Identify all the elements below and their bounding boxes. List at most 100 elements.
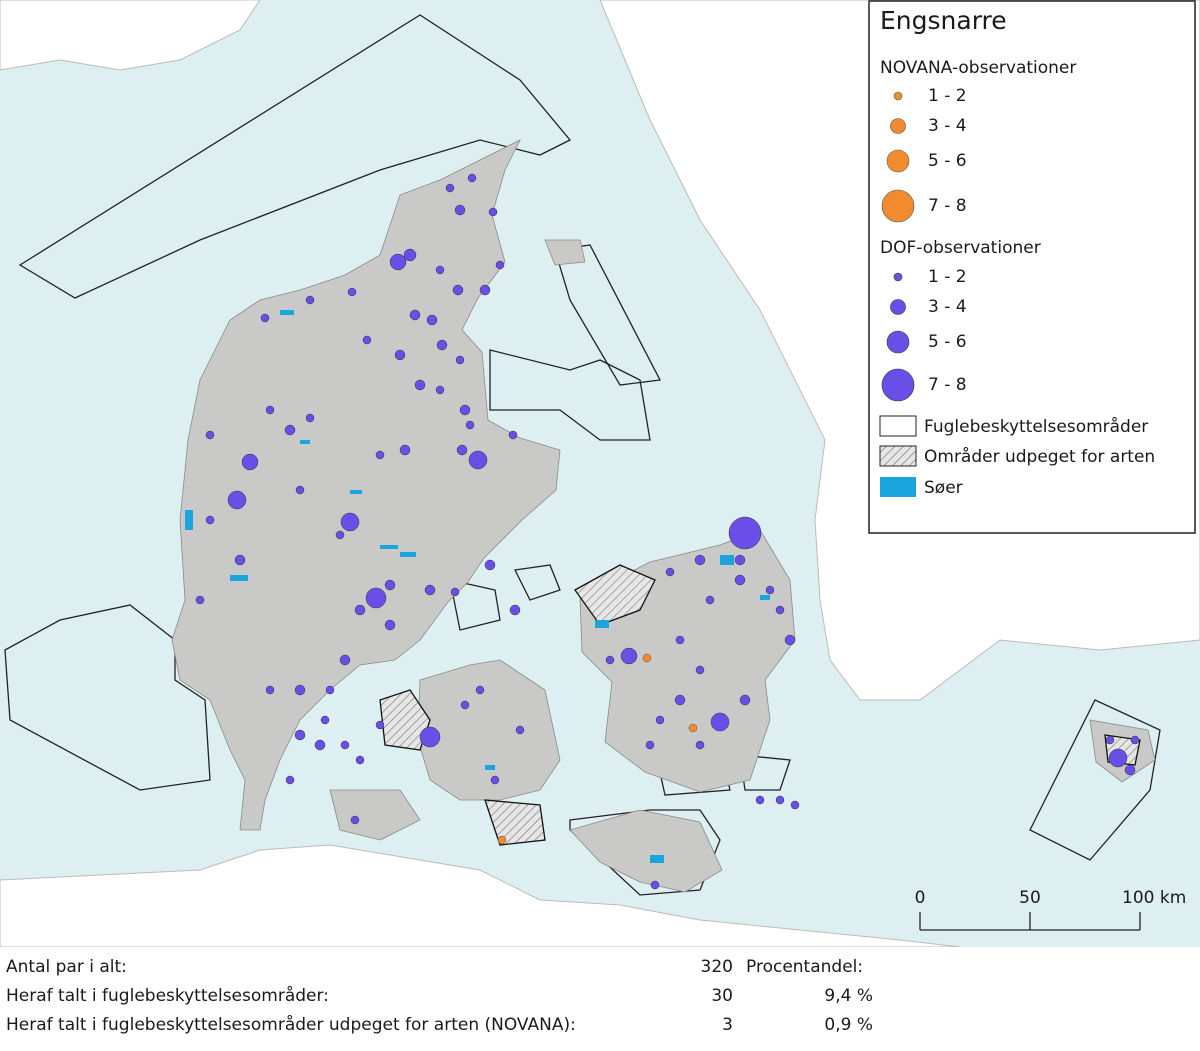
legend-label: 3 - 4 bbox=[928, 297, 967, 317]
observation-dof bbox=[734, 554, 746, 566]
legend-label: 7 - 8 bbox=[928, 375, 967, 395]
observation-dof bbox=[265, 685, 275, 695]
observation-dof bbox=[335, 530, 345, 540]
land-denmark bbox=[171, 139, 1156, 893]
observation-dof bbox=[665, 567, 675, 577]
observation-dof bbox=[436, 339, 448, 351]
scale-label: 0 bbox=[915, 888, 926, 908]
legend-symbol bbox=[881, 368, 915, 402]
summary-count: 3 bbox=[722, 1015, 733, 1035]
observation-dof bbox=[488, 207, 498, 217]
legend-box bbox=[868, 0, 1196, 534]
legend-label: 5 - 6 bbox=[928, 151, 967, 171]
observation-dof bbox=[340, 512, 360, 532]
observation-dof bbox=[728, 516, 762, 550]
legend-symbol bbox=[886, 330, 910, 354]
observation-dof bbox=[475, 685, 485, 695]
observation-dof bbox=[205, 430, 215, 440]
summary-label: Heraf talt i fuglebeskyttelsesområder ud… bbox=[6, 1014, 576, 1035]
observation-dof bbox=[354, 604, 366, 616]
scale-bar bbox=[919, 912, 1141, 931]
observation-dof bbox=[739, 694, 751, 706]
observation-dof bbox=[450, 587, 460, 597]
land-norway bbox=[0, 0, 261, 71]
legend-symbol bbox=[893, 272, 903, 282]
observation-dof bbox=[384, 579, 396, 591]
observation-dof bbox=[452, 284, 464, 296]
legend-label: 3 - 4 bbox=[928, 116, 967, 136]
observation-dof bbox=[403, 248, 417, 262]
legend-symbol bbox=[881, 189, 915, 223]
observation-dof bbox=[674, 694, 686, 706]
observation-dof bbox=[362, 335, 372, 345]
legend-heading: NOVANA-observationer bbox=[880, 58, 1076, 78]
observation-dof bbox=[655, 715, 665, 725]
observation-dof bbox=[195, 595, 205, 605]
observation-dof bbox=[375, 720, 385, 730]
legend-symbol bbox=[893, 91, 903, 101]
observation-dof bbox=[775, 795, 785, 805]
legend-symbol bbox=[886, 149, 910, 173]
observation-dof bbox=[285, 775, 295, 785]
observation-dof bbox=[419, 726, 441, 748]
observation-dof bbox=[515, 725, 525, 735]
observation-dof bbox=[414, 379, 426, 391]
observation-dof bbox=[495, 260, 505, 270]
observation-dof bbox=[1130, 735, 1140, 745]
observation-dof bbox=[227, 490, 247, 510]
observation-dof bbox=[775, 605, 785, 615]
observation-dof bbox=[620, 647, 638, 665]
observation-dof bbox=[409, 309, 421, 321]
summary-label: Antal par i alt: bbox=[6, 957, 127, 977]
observation-dof bbox=[325, 685, 335, 695]
observation-dof bbox=[340, 740, 350, 750]
observation-dof bbox=[339, 654, 351, 666]
legend-label: 5 - 6 bbox=[928, 332, 967, 352]
observation-dof bbox=[455, 355, 465, 365]
observation-dof bbox=[394, 349, 406, 361]
observation-dof bbox=[305, 295, 315, 305]
observation-dof bbox=[695, 740, 705, 750]
observation-dof bbox=[260, 313, 270, 323]
observation-dof bbox=[650, 880, 660, 890]
observation-dof bbox=[675, 635, 685, 645]
observation-dof bbox=[314, 739, 326, 751]
legend-label: 1 - 2 bbox=[928, 267, 967, 287]
designated-areas bbox=[379, 564, 1141, 846]
scale-label: 50 bbox=[1019, 888, 1041, 908]
land-germany bbox=[0, 844, 961, 948]
observation-dof bbox=[710, 712, 730, 732]
legend-label: Fuglebeskyttelsesområder bbox=[924, 416, 1148, 437]
observation-dof bbox=[705, 595, 715, 605]
observation-dof bbox=[424, 584, 436, 596]
observation-dof bbox=[399, 444, 411, 456]
observation-dof bbox=[456, 444, 468, 456]
observation-dof bbox=[509, 604, 521, 616]
legend-label: 1 - 2 bbox=[928, 86, 967, 106]
legend-label: 7 - 8 bbox=[928, 196, 967, 216]
observation-dof bbox=[347, 287, 357, 297]
observation-dof bbox=[734, 574, 746, 586]
observation-dof bbox=[459, 404, 471, 416]
observation-dof bbox=[389, 253, 407, 271]
observation-novana bbox=[642, 653, 652, 663]
observation-dof bbox=[784, 634, 796, 646]
summary-note: 9,4 % bbox=[824, 986, 873, 1006]
observation-dof bbox=[350, 815, 360, 825]
observation-dof bbox=[479, 284, 491, 296]
observation-dof bbox=[375, 450, 385, 460]
observation-dof bbox=[508, 430, 518, 440]
observation-dof bbox=[365, 587, 387, 609]
legend-label: Søer bbox=[924, 478, 963, 498]
observation-dof bbox=[1124, 764, 1136, 776]
summary-count: 320 bbox=[701, 957, 733, 977]
lakes bbox=[185, 310, 770, 863]
summary-count: 30 bbox=[711, 986, 733, 1006]
observation-dof bbox=[460, 700, 470, 710]
observation-dof bbox=[265, 405, 275, 415]
observation-dof bbox=[435, 385, 445, 395]
observation-dof bbox=[294, 684, 306, 696]
observation-dof bbox=[294, 729, 306, 741]
